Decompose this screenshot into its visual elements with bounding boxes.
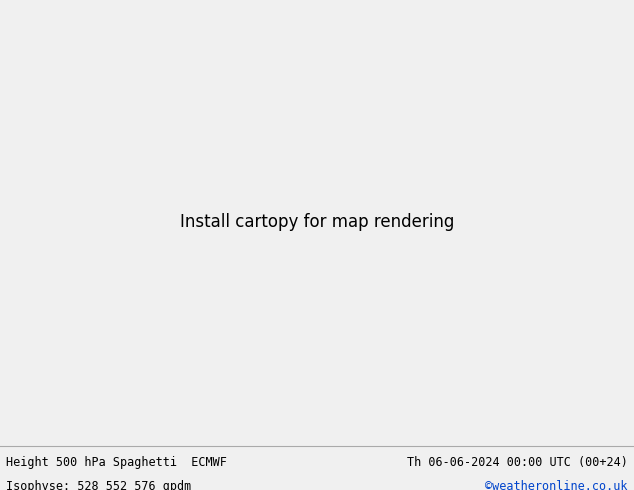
- Text: Install cartopy for map rendering: Install cartopy for map rendering: [180, 214, 454, 231]
- Text: ©weatheronline.co.uk: ©weatheronline.co.uk: [485, 480, 628, 490]
- Text: Th 06-06-2024 00:00 UTC (00+24): Th 06-06-2024 00:00 UTC (00+24): [407, 456, 628, 469]
- Text: Height 500 hPa Spaghetti  ECMWF: Height 500 hPa Spaghetti ECMWF: [6, 456, 227, 469]
- Text: Isophyse: 528 552 576 gpdm: Isophyse: 528 552 576 gpdm: [6, 480, 191, 490]
